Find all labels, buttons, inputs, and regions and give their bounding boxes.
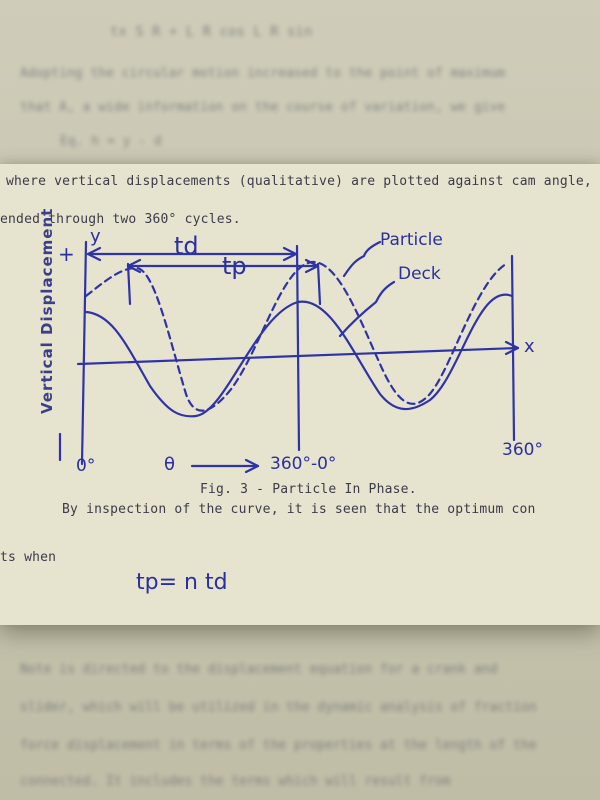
theta-label: θ (164, 454, 176, 475)
cycle-end-line (510, 254, 516, 442)
tp-extension-line (126, 262, 132, 306)
particle-pointer (342, 240, 382, 278)
figure-caption: Fig. 3 - Particle In Phase. (200, 482, 417, 497)
document-clipping: where vertical displacements (qualitativ… (0, 164, 600, 625)
tp-label: tp (222, 252, 247, 280)
plus-sign: + (58, 242, 75, 266)
td-arrow-left (86, 246, 102, 262)
y-axis-label: Vertical Displacement (38, 207, 56, 414)
tick-label-end: 360° (502, 440, 543, 460)
body-text-line: By inspection of the curve, it is seen t… (62, 502, 536, 517)
background-text-line: force displacement in terms of the prope… (20, 738, 537, 753)
x-axis-letter: x (524, 336, 535, 357)
particle-curve (84, 260, 508, 412)
body-text-line: ts when (0, 550, 57, 565)
x-axis-arrow (504, 340, 520, 356)
formula: tp= n td (136, 570, 228, 595)
background-equation: tx S R + L R cos L R sin (110, 24, 313, 40)
displacement-sketch (58, 240, 520, 474)
background-equation: Eq. h = y - d (60, 134, 162, 149)
intro-text-line: ended through two 360° cycles. (0, 212, 241, 227)
theta-arrow-head (244, 458, 260, 474)
deck-label: Deck (398, 264, 441, 284)
background-text-line: that A, a wide information on the course… (20, 100, 506, 115)
td-arrow-right (282, 246, 298, 262)
background-text-line: Adopting the circular motion increased t… (20, 66, 506, 81)
td-label: td (174, 232, 199, 260)
deck-pointer (338, 280, 396, 338)
tp-extension-line (316, 262, 322, 306)
y-axis (80, 240, 88, 466)
cycle-divider-line (295, 244, 301, 452)
intro-text-line: where vertical displacements (qualitativ… (6, 174, 592, 189)
y-axis-letter: y (90, 226, 101, 247)
tick-label-mid: 360°-0° (270, 454, 337, 474)
background-text-line: Note is directed to the displacement equ… (20, 662, 498, 677)
background-text-line: connected. It includes the terms which w… (20, 774, 451, 789)
tick-label-zero: 0° (76, 456, 96, 476)
deck-curve (84, 293, 514, 418)
particle-label: Particle (380, 230, 443, 250)
background-text-line: slider, which will be utilized in the dy… (20, 700, 537, 715)
